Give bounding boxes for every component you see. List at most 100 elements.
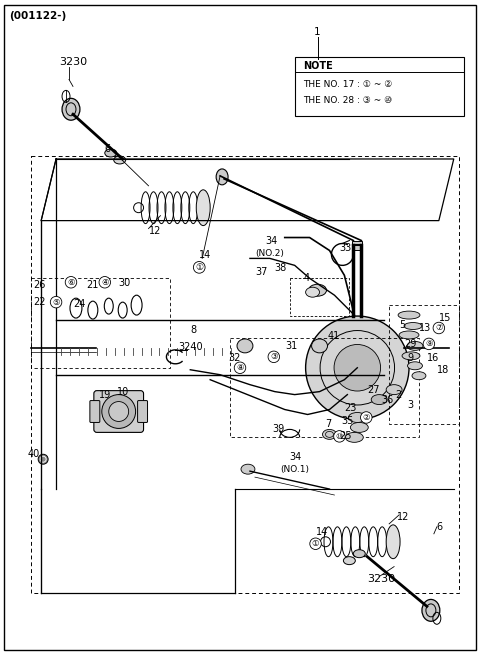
Text: 6: 6: [105, 144, 111, 154]
Ellipse shape: [398, 311, 420, 319]
Ellipse shape: [306, 288, 320, 297]
Circle shape: [109, 402, 129, 421]
Ellipse shape: [386, 525, 400, 559]
Ellipse shape: [312, 339, 327, 353]
Text: 24: 24: [73, 299, 85, 309]
Text: 40: 40: [27, 449, 39, 459]
Ellipse shape: [237, 339, 253, 353]
Ellipse shape: [350, 422, 368, 432]
Ellipse shape: [386, 384, 402, 394]
Text: 3: 3: [407, 400, 413, 409]
Ellipse shape: [346, 432, 363, 442]
Bar: [389, 305, 459, 424]
Text: 3240: 3240: [179, 342, 203, 352]
FancyBboxPatch shape: [90, 401, 100, 422]
Text: ①: ①: [195, 263, 204, 272]
Text: 8: 8: [190, 325, 196, 335]
Ellipse shape: [38, 455, 48, 464]
Text: 25: 25: [339, 432, 352, 441]
Bar: [31, 156, 459, 593]
Text: 3230: 3230: [59, 56, 87, 67]
Text: 23: 23: [344, 403, 357, 413]
Text: 18: 18: [437, 365, 449, 375]
Text: 2: 2: [395, 390, 401, 400]
Text: NOTE: NOTE: [302, 60, 332, 71]
Text: 27: 27: [367, 384, 380, 395]
Text: 19: 19: [99, 390, 111, 400]
Ellipse shape: [371, 394, 387, 405]
Text: (001122-): (001122-): [9, 11, 67, 21]
Text: 26: 26: [33, 280, 46, 290]
Ellipse shape: [404, 322, 422, 329]
Text: 16: 16: [427, 353, 439, 363]
Text: ①: ①: [312, 539, 319, 548]
Text: 36: 36: [381, 394, 394, 405]
Ellipse shape: [323, 430, 336, 440]
Text: 9: 9: [407, 353, 413, 363]
Ellipse shape: [348, 413, 366, 422]
Circle shape: [102, 394, 136, 428]
Text: (NO.2): (NO.2): [255, 249, 284, 258]
Text: 30: 30: [119, 278, 131, 288]
Ellipse shape: [353, 550, 365, 557]
Bar: [31, 278, 170, 367]
Text: 10: 10: [117, 386, 129, 397]
Text: 13: 13: [419, 323, 431, 333]
Text: ②: ②: [362, 413, 370, 422]
Ellipse shape: [62, 98, 80, 121]
Text: THE NO. 17 : ① ~ ②: THE NO. 17 : ① ~ ②: [302, 80, 392, 89]
FancyBboxPatch shape: [94, 390, 144, 432]
Bar: [230, 338, 419, 438]
FancyBboxPatch shape: [138, 401, 147, 422]
Text: 14: 14: [315, 527, 328, 537]
Text: 6: 6: [437, 522, 443, 532]
Text: 34: 34: [290, 452, 302, 462]
Text: 15: 15: [439, 313, 451, 323]
Text: 32: 32: [228, 353, 240, 363]
Ellipse shape: [196, 190, 210, 225]
Ellipse shape: [402, 352, 420, 360]
Text: 33: 33: [339, 244, 352, 253]
Ellipse shape: [105, 149, 117, 157]
Bar: [295, 56, 464, 116]
Text: ⑨: ⑨: [425, 339, 432, 348]
Text: ⑤: ⑤: [52, 297, 60, 307]
Circle shape: [306, 316, 409, 419]
Ellipse shape: [114, 156, 126, 164]
Text: 41: 41: [327, 331, 340, 341]
Text: (NO.1): (NO.1): [280, 464, 309, 474]
Circle shape: [334, 345, 381, 391]
Ellipse shape: [408, 362, 422, 370]
Text: 14: 14: [199, 250, 212, 261]
Text: ③: ③: [270, 352, 277, 362]
Bar: [290, 278, 349, 316]
Text: 37: 37: [255, 267, 267, 277]
Text: 4: 4: [304, 273, 310, 283]
Text: 7: 7: [325, 419, 332, 430]
Text: 35: 35: [341, 417, 354, 426]
Text: 29: 29: [404, 339, 417, 349]
Ellipse shape: [216, 169, 228, 185]
Ellipse shape: [422, 599, 440, 622]
Ellipse shape: [412, 372, 426, 380]
Text: ⑥: ⑥: [67, 278, 75, 287]
Text: 39: 39: [272, 424, 284, 434]
Text: 21: 21: [86, 280, 98, 290]
Text: 38: 38: [275, 263, 287, 273]
Text: THE NO. 28 : ③ ~ ⑩: THE NO. 28 : ③ ~ ⑩: [302, 96, 392, 105]
Ellipse shape: [309, 284, 326, 296]
Text: ⑩: ⑩: [336, 432, 343, 441]
Text: 3230: 3230: [367, 574, 396, 584]
Text: ④: ④: [101, 278, 108, 287]
Ellipse shape: [407, 341, 423, 350]
Text: 1: 1: [314, 27, 321, 37]
Text: 12: 12: [148, 225, 161, 236]
Text: 22: 22: [33, 297, 46, 307]
Text: ⑧: ⑧: [236, 364, 244, 372]
Text: 31: 31: [286, 341, 298, 351]
Ellipse shape: [241, 464, 255, 474]
Text: ⑦: ⑦: [435, 324, 443, 333]
Text: 12: 12: [397, 512, 409, 522]
Ellipse shape: [343, 557, 355, 565]
Ellipse shape: [399, 331, 419, 339]
